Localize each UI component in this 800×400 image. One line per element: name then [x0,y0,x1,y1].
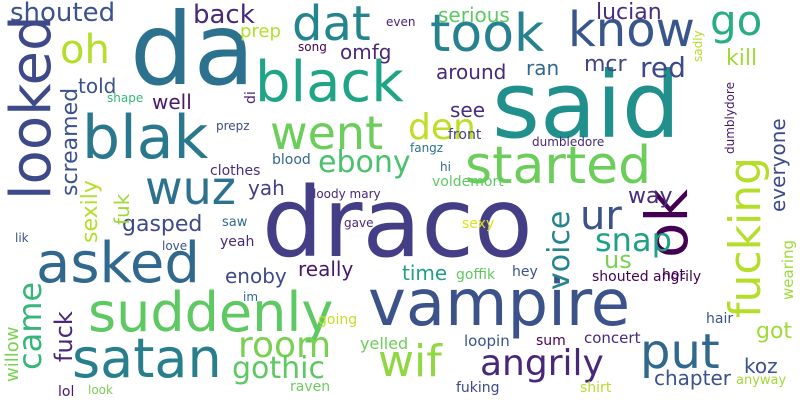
word-saw: saw [222,215,248,230]
word-well: well [152,90,192,114]
word-di: di [243,91,259,104]
word-love: love [162,239,188,253]
word-draco: draco [262,167,533,279]
word-went: went [270,106,384,160]
word-shouted: shouted [10,0,116,28]
word-sum: sum [536,333,566,349]
word-took: took [430,4,545,64]
word-yah: yah [248,176,285,200]
word-serious: serious [438,3,510,27]
word-fucking: fucking [720,156,771,318]
word-snap: snap [595,221,672,259]
word-song: song [298,40,327,54]
word-yelled: yelled [360,334,409,353]
word-wearing: wearing [779,239,797,300]
word-time: time [402,261,448,285]
word-wuz: wuz [145,161,236,215]
word-gothic: gothic [232,351,326,386]
word-clothes: clothes [210,163,261,179]
word-willow: willow [2,326,23,382]
word-sexy: sexy [462,216,495,232]
word-ebony: ebony [318,145,411,180]
word-hot: hot [662,267,685,283]
word-told: told [78,74,117,98]
word-fuck: fuck [50,311,78,362]
word-see: see [450,98,486,122]
word-da: da [130,0,255,108]
word-way: way [628,184,673,209]
word-anyway: anyway [736,373,787,388]
word-going: going [318,312,358,328]
word-prep: prep [240,21,281,42]
word-gave: gave [344,216,374,230]
word-fangz: fangz [410,141,444,155]
word-really: really [298,257,354,281]
word-started: started [465,136,652,196]
word-asked: asked [36,231,200,296]
word-room: room [238,325,332,366]
word-black: black [255,50,404,115]
word-lol: lol [58,384,75,400]
word-hair: hair [706,311,734,327]
word-lucian: lucian [596,0,662,25]
word-got: got [756,319,793,344]
word-red: red [640,51,686,84]
word-dumblydore: dumblydore [723,82,737,154]
word-fuk: fuk [110,193,134,225]
word-shape: shape [107,91,144,105]
word-ran: ran [526,56,560,80]
word-everyone: everyone [766,118,790,212]
word-mcr: mcr [584,52,627,77]
word-oh: oh [60,27,110,73]
word-den: den [408,107,476,148]
word-voldemort: voldemort [432,174,504,190]
word-blood: blood [272,152,311,168]
word-put: put [640,324,720,380]
word-concert: concert [584,329,641,347]
word-yeah: yeah [220,234,255,250]
word-loopin: loopin [464,332,510,350]
word-kill: kill [726,46,758,71]
word-wif: wif [378,336,442,387]
word-omfg: omfg [340,40,392,64]
word-hi: hi [440,160,451,174]
word-dat: dat [292,0,371,52]
word-enoby: enoby [225,264,287,288]
word-know: know [568,2,695,58]
word-front: front [448,127,482,143]
word-looked: looked [0,15,64,200]
word-us: us [604,246,632,274]
word-hey: hey [512,264,538,280]
word-voice: voice [542,210,577,290]
word-shouted-angrily: shouted angrily [592,269,702,285]
word-around: around [436,60,507,84]
word-gasped: gasped [122,212,203,237]
word-goffik: goffik [456,267,496,283]
word-even: even [386,15,416,29]
word-back: back [193,0,255,30]
word-prepz: prepz [216,119,250,133]
word-chapter: chapter [654,366,731,390]
word-raven: raven [290,379,331,395]
word-vampire: vampire [368,267,631,341]
word-fuking: fuking [456,380,500,396]
word-angrily: angrily [480,343,604,384]
word-sexily: sexily [78,180,103,243]
word-lik: lik [15,231,29,245]
word-suddenly: suddenly [88,281,334,344]
word-satan: satan [72,327,222,390]
word-shirt: shirt [580,380,612,396]
word-loody-mary: loody mary [313,187,381,201]
word-look: look [88,383,113,397]
word-sadly: sadly [691,30,705,62]
word-go: go [710,0,763,45]
word-blak: blak [82,103,209,173]
word-ur: ur [580,193,622,239]
word-koz: koz [744,354,778,378]
word-said: said [492,52,681,159]
word-dumbledore: dumbledore [532,135,605,149]
word-im: im [243,290,259,304]
